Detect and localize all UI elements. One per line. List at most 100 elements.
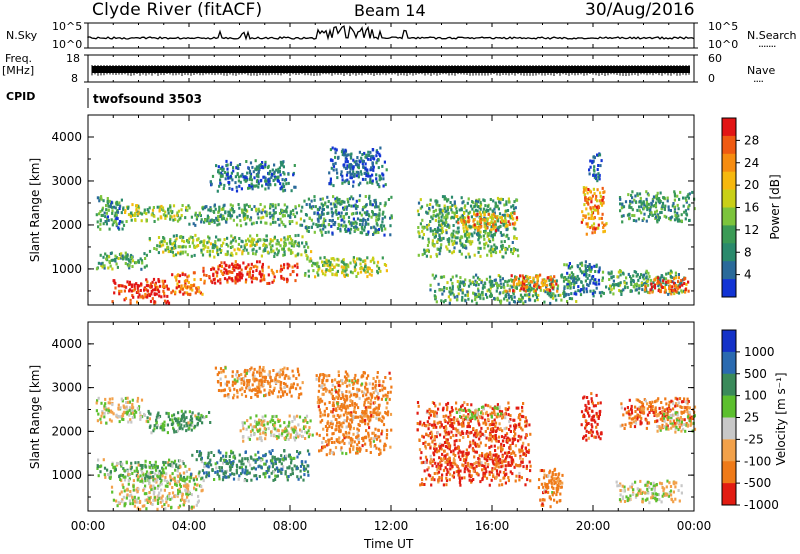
nave-label: Nave	[747, 64, 776, 77]
x-axis-label: Time UT	[364, 537, 414, 551]
colorbar-swatch	[722, 279, 736, 298]
colorbar-swatch	[722, 417, 736, 440]
y-tick-label: 4000	[51, 130, 82, 144]
velocity-heatmap	[88, 322, 697, 511]
heatmap-blob	[96, 458, 191, 482]
colorbar-swatch	[722, 171, 736, 190]
heatmap-blob	[239, 414, 314, 443]
nsky-right-top-tick: 10^5	[708, 20, 739, 33]
heatmap-blob	[416, 401, 532, 487]
nsky-right-bottom-tick: 10^0	[708, 38, 739, 51]
colorbar-tick-label: 16	[744, 201, 759, 215]
heatmap-blob	[455, 211, 519, 233]
colorbar-tick-label: -500	[744, 476, 771, 490]
heatmap-blob	[455, 405, 507, 422]
power-ylabel: Slant Range [km]	[28, 157, 42, 263]
colorbar-tick-label: 20	[744, 178, 759, 192]
colorbar-tick-label: 12	[744, 223, 759, 237]
colorbar-tick-label: 28	[744, 133, 759, 147]
power-colorbar-label: Power [dB]	[768, 174, 782, 240]
date-title: 30/Aug/2016	[585, 0, 695, 20]
colorbar-swatch	[722, 243, 736, 262]
colorbar-tick-label: 100	[744, 389, 767, 403]
colorbar-swatch	[722, 439, 736, 462]
heatmap-blob	[214, 365, 304, 400]
heatmap-blob	[580, 392, 603, 442]
heatmap-blob	[111, 277, 171, 305]
heatmap-blob	[143, 409, 212, 435]
nsky-left-bottom-tick: 10^0	[52, 38, 83, 51]
power-colorbar: 28 24 20 16 12 8 4	[721, 117, 759, 298]
heatmap-blob	[124, 203, 184, 223]
colorbar-tick-label: -25	[744, 432, 764, 446]
heatmap-blob	[189, 449, 311, 483]
heatmap-blob	[184, 203, 304, 228]
colorbar-swatch	[722, 483, 736, 506]
y-tick-label: 3000	[51, 174, 82, 188]
colorbar-tick-label: 8	[744, 245, 752, 259]
heatmap-blob	[95, 251, 148, 271]
colorbar-tick-label: 25	[744, 411, 759, 425]
y-tick-label: 2000	[51, 424, 82, 438]
cpid-label: CPID	[6, 90, 36, 103]
heatmap-blob	[580, 186, 608, 236]
freq-right-bottom-tick: 0	[708, 72, 715, 85]
colorbar-swatch	[722, 351, 736, 375]
colorbar-swatch	[722, 153, 736, 172]
heatmap-blob	[148, 233, 313, 259]
heatmap-blob	[202, 260, 299, 285]
x-tick-label: 00:00	[71, 519, 106, 533]
colorbar-swatch	[722, 330, 736, 353]
x-tick-label: 20:00	[576, 519, 611, 533]
heatmap-blob	[95, 396, 146, 425]
heatmap-blob	[615, 479, 683, 505]
nsky-label: N.Sky	[6, 29, 38, 42]
colorbar-swatch	[722, 373, 736, 396]
velocity-colorbar: 1000 500 100 25 -25 -100 -500 -1000	[721, 329, 779, 512]
station-title: Clyde River (fitACF)	[92, 0, 263, 20]
y-tick-label: 1000	[51, 468, 82, 482]
velocity-ylabel: Slant Range [km]	[28, 364, 42, 470]
colorbar-tick-label: 500	[744, 367, 767, 381]
heatmap-blob	[303, 256, 388, 279]
freq-label-2: [MHz]	[2, 64, 35, 77]
heatmap-blob	[429, 273, 578, 305]
heatmap-blob	[315, 370, 393, 457]
nave-trace	[91, 65, 690, 76]
freq-label-1: Freq.	[5, 52, 33, 65]
colorbar-tick-label: -1000	[744, 498, 779, 512]
y-tick-label: 1000	[51, 262, 82, 276]
y-tick-label: 4000	[51, 337, 82, 351]
colorbar-swatch	[722, 135, 736, 155]
heatmap-blob	[303, 194, 393, 237]
colorbar-tick-label: 1000	[744, 345, 775, 359]
velocity-colorbar-label: Velocity [m s⁻¹]	[774, 372, 788, 466]
nsky-trace	[87, 25, 695, 41]
x-tick-label: 00:00	[677, 519, 712, 533]
colorbar-swatch	[722, 118, 736, 137]
x-tick-label: 16:00	[475, 519, 510, 533]
heatmap-blob	[328, 146, 388, 189]
colorbar-swatch	[722, 225, 736, 244]
colorbar-tick-label: 4	[744, 268, 752, 282]
colorbar-swatch	[722, 189, 736, 208]
colorbar-swatch	[722, 207, 736, 226]
power-heatmap	[88, 115, 696, 305]
freq-left-top-tick: 18	[66, 52, 80, 65]
freq-band	[92, 66, 690, 73]
heatmap-blob	[562, 260, 603, 298]
heatmap-blob	[644, 276, 690, 296]
freq-right-top-tick: 60	[708, 52, 722, 65]
colorbar-swatch	[722, 461, 736, 484]
heatmap-blob	[209, 159, 297, 193]
y-tick-label: 3000	[51, 381, 82, 395]
colorbar-swatch	[722, 395, 736, 418]
heatmap-blob	[170, 271, 204, 297]
nsky-left-top-tick: 10^5	[52, 20, 83, 33]
nave-dots: ····	[753, 75, 764, 88]
cpid-value: twofsound 3503	[93, 92, 202, 106]
heatmap-blob	[588, 152, 603, 183]
heatmap-blob	[537, 467, 564, 509]
x-tick-label: 08:00	[273, 519, 308, 533]
